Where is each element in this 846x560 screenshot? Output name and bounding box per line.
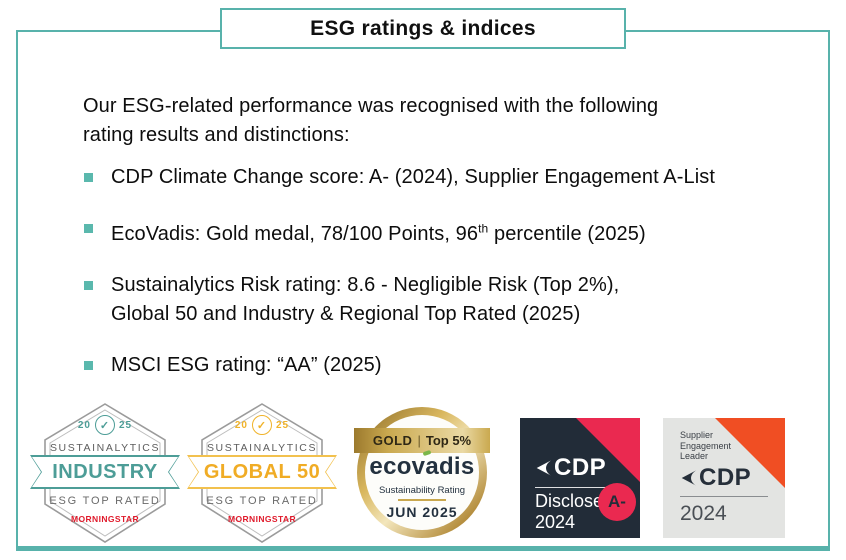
ribbon-label: GLOBAL 50 [203,460,321,483]
rating-text: MSCI ESG rating: “AA” (2025) [111,353,382,376]
page-title: ESG ratings & indices [310,16,536,40]
badge-cdp-supplier-engagement: Supplier Engagement Leader CDP 2024 [663,418,785,538]
supplier-engagement-label: Supplier Engagement Leader [680,430,732,461]
bullet-square-icon [84,224,93,233]
cdp-logo: CDP [535,454,606,482]
badge-cdp-discloser: CDP Discloser 2024 A- [520,418,640,538]
gold-label: GOLD [372,433,413,448]
cdp-leaf-icon [535,458,552,478]
list-item-sustainalytics: Sustainalytics Risk rating: 8.6 - Neglig… [84,271,715,329]
bullet-square-icon [84,280,93,290]
intro-line-2: rating results and distinctions: [83,124,350,146]
score-badge: A- [598,483,636,521]
ratings-list: CDP Climate Change score: A- (2024), Sup… [84,163,715,402]
ecovadis-wordmark: ecovadis [369,453,475,480]
subtitle-label: ESG TOP RATED [206,495,318,507]
award-ribbon: INDUSTRY [30,455,180,489]
cdp-leaf-icon [680,468,697,488]
year-label: 2024 [535,512,576,532]
year-label: 2024 [680,502,727,525]
intro-line-1: Our ESG-related performance was recognis… [83,95,659,117]
check-icon: ✓ [252,415,272,435]
bullet-square-icon [84,173,93,182]
morningstar-logo: MORNINGSTAR [71,514,139,524]
corner-triangle [715,418,785,488]
subtitle-label: ESG TOP RATED [49,495,161,507]
year-badge: 20 ✓ 25 [186,415,338,435]
cdp-logo: CDP [680,464,751,492]
logo-divider [535,487,613,488]
title-box: ESG ratings & indices [220,8,626,49]
rating-text: EcoVadis: Gold medal, 78/100 Points, 96t… [111,221,646,245]
rating-text: Sustainalytics Risk rating: 8.6 - Neglig… [111,273,620,325]
corner-triangle [576,418,640,482]
award-ribbon: GLOBAL 50 [187,455,337,489]
badge-sustainalytics-industry: 20 ✓ 25 SUSTAINALYTICS INDUSTRY ESG TOP … [29,403,181,543]
logo-divider [680,496,768,497]
org-label: SUSTAINALYTICS [49,442,161,454]
ordinal-superscript: th [478,221,489,235]
list-item-ecovadis: EcoVadis: Gold medal, 78/100 Points, 96t… [84,214,715,249]
gold-divider [398,499,446,501]
rating-text: CDP Climate Change score: A- (2024), Sup… [111,166,716,188]
bullet-square-icon [84,360,93,370]
ribbon-fill [32,457,178,487]
check-icon: ✓ [95,415,115,435]
gold-banner: GOLD | Top 5% [354,428,490,453]
rating-subtitle: Sustainability Rating [378,485,466,496]
top-percent-label: Top 5% [425,433,472,448]
badge-sustainalytics-global50: 20 ✓ 25 SUSTAINALYTICS GLOBAL 50 ESG TOP… [186,403,338,543]
ribbon-fill [189,457,335,487]
intro-text: Our ESG-related performance was recognis… [83,92,658,150]
year-badge: 20 ✓ 25 [29,415,181,435]
date-label: JUN 2025 [386,504,458,520]
list-item-cdp: CDP Climate Change score: A- (2024), Sup… [84,163,715,192]
banner-separator: | [417,433,421,448]
morningstar-logo: MORNINGSTAR [228,514,296,524]
list-item-msci: MSCI ESG rating: “AA” (2025) [84,351,715,380]
badge-ecovadis: GOLD | Top 5% ecovadis Sustainability Ra… [354,407,490,538]
ribbon-label: INDUSTRY [52,460,158,483]
org-label: SUSTAINALYTICS [206,442,318,454]
discloser-label: Discloser [535,491,610,511]
